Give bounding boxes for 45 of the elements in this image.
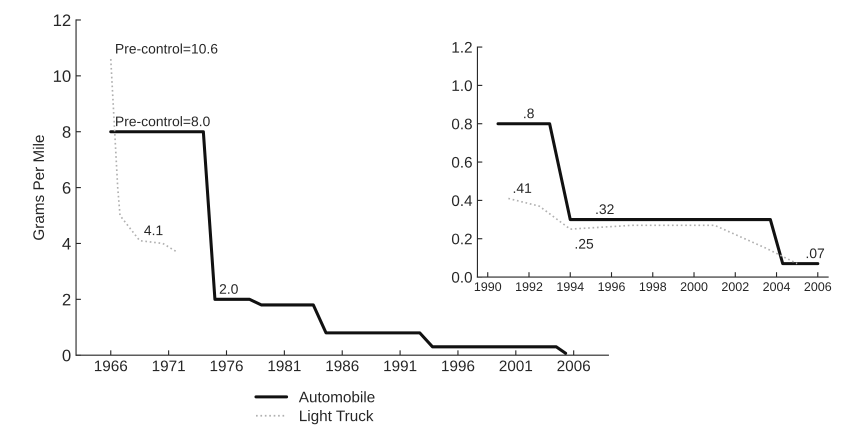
y-tick-label: 12	[54, 14, 70, 26]
x-tick-label: 2006	[557, 360, 590, 372]
x-tick-label: 2004	[763, 282, 790, 292]
x-tick-label: 2001	[500, 360, 532, 372]
y-tick-label: 10	[54, 70, 71, 82]
y-tick-label: 1.2	[452, 42, 472, 53]
annotation: Pre-control=8.0	[116, 116, 210, 126]
y-tick-label: 6	[62, 182, 70, 194]
legend-label: Automobile	[298, 391, 375, 402]
annotation: .25	[576, 238, 594, 249]
x-tick-label: 1981	[268, 360, 301, 372]
y-tick-label: 0.8	[452, 118, 472, 130]
x-tick-label: 1996	[442, 360, 474, 372]
annotation: 2.0	[220, 284, 238, 294]
annotation: .32	[596, 204, 614, 214]
x-tick-label: 2000	[680, 282, 708, 292]
x-tick-label: 1992	[516, 282, 542, 292]
x-tick-label: 1990	[474, 282, 502, 292]
x-tick-label: 1986	[326, 360, 359, 372]
y-tick-label: 0.4	[452, 195, 472, 206]
x-tick-label: 1971	[152, 360, 185, 372]
y-tick-label: 8	[62, 126, 70, 138]
y-tick-label: 0.0	[452, 272, 472, 283]
x-tick-label: 1996	[598, 282, 625, 292]
y-tick-label: 0	[62, 350, 71, 362]
line-series	[508, 198, 798, 264]
y-tick-label: 4	[62, 238, 71, 250]
x-tick-label: 2002	[722, 282, 749, 292]
y-tick-label: 0.6	[452, 156, 472, 168]
x-tick-label: 1998	[640, 282, 666, 292]
x-tick-label: 1966	[94, 360, 128, 372]
x-tick-label: 1976	[210, 360, 243, 372]
annotation: .8	[524, 108, 534, 118]
x-tick-label: 1994	[557, 282, 584, 292]
x-tick-label: 2006	[804, 282, 832, 292]
y-tick-label: 1.0	[452, 80, 472, 92]
y-tick-label: 2	[62, 294, 70, 306]
legend-label: Light Truck	[300, 410, 374, 424]
annotation: Pre-control=10.6	[116, 43, 218, 54]
x-tick-label: 1991	[384, 360, 416, 372]
y-tick-label: 0.2	[452, 234, 472, 244]
annotation: 4.1	[144, 226, 162, 236]
annotation: .41	[514, 183, 532, 193]
y-axis-title: Grams Per Mile	[32, 135, 44, 240]
annotation: .07	[806, 248, 824, 258]
